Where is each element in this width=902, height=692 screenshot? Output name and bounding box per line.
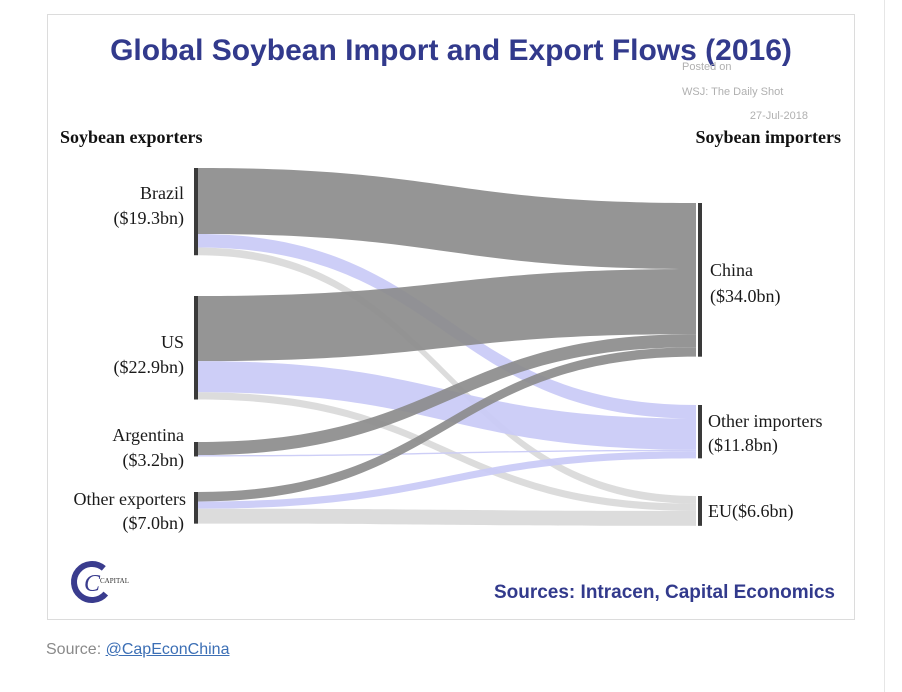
exporter-bar-argentina (194, 442, 198, 457)
sankey-chart: Global Soybean Import and Export Flows (… (60, 34, 842, 603)
node-bars-layer (194, 168, 702, 526)
exporter-bar-us (194, 296, 198, 400)
importer-name-eu: EU (708, 501, 732, 521)
exporter-value-other: ($7.0bn) (123, 513, 185, 534)
flow-other-exporters-to-other-importers (198, 451, 696, 509)
flow-argentina-to-other-importers (198, 449, 696, 457)
exporters-heading: Soybean exporters (60, 127, 203, 147)
importer-label-china: China (710, 260, 753, 280)
watermark-line-1: Posted on (682, 61, 732, 73)
exporter-label-argentina: Argentina (112, 425, 184, 445)
capeconchina-link[interactable]: @CapEconChina (105, 641, 230, 658)
caption-prefix: Source: (46, 641, 106, 658)
flow-argentina-to-china (198, 334, 696, 456)
exporter-label-us: US (161, 332, 184, 352)
chart-title: Global Soybean Import and Export Flows (… (110, 34, 792, 67)
source-caption: Source: @CapEconChina (46, 641, 229, 659)
logo-letter: C (84, 571, 101, 597)
flow-us-to-china (198, 268, 696, 362)
flow-other-exporters-to-china (198, 347, 696, 502)
importer-label-other: Other importers (708, 411, 822, 431)
page-divider (884, 0, 885, 692)
exporter-label-other: Other exporters (74, 489, 186, 509)
flow-other-exporters-to-eu (198, 508, 696, 526)
exporter-bar-other-exporters (194, 492, 198, 524)
exporter-value-argentina: ($3.2bn) (123, 450, 185, 471)
sources-note: Sources: Intracen, Capital Economics (494, 582, 835, 603)
exporter-value-brazil: ($19.3bn) (114, 208, 185, 229)
logo-text: CAPITAL (100, 577, 129, 585)
importer-bar-china (698, 203, 702, 357)
importers-heading: Soybean importers (696, 127, 842, 147)
importer-label-eu: EU($6.6bn) (708, 501, 794, 522)
exporter-label-brazil: Brazil (140, 183, 184, 203)
flow-us-to-eu (198, 392, 696, 511)
importer-value-china: ($34.0bn) (710, 286, 781, 307)
flows-layer (198, 168, 696, 526)
flow-us-to-other-importers (198, 361, 696, 450)
importer-bar-eu (698, 496, 702, 526)
importer-value-eu: ($6.6bn) (732, 501, 794, 522)
watermark-line-2: WSJ: The Daily Shot (682, 86, 783, 98)
flow-brazil-to-eu (198, 247, 696, 504)
exporter-bar-brazil (194, 168, 198, 256)
capital-economics-logo: C CAPITAL (71, 561, 129, 603)
importer-bar-other-importers (698, 405, 702, 459)
watermark-line-3: 27-Jul-2018 (750, 110, 808, 122)
chart-card: Global Soybean Import and Export Flows (… (47, 14, 855, 620)
flow-brazil-to-china (198, 168, 696, 269)
exporter-value-us: ($22.9bn) (114, 357, 185, 378)
importer-value-other: ($11.8bn) (708, 435, 778, 456)
